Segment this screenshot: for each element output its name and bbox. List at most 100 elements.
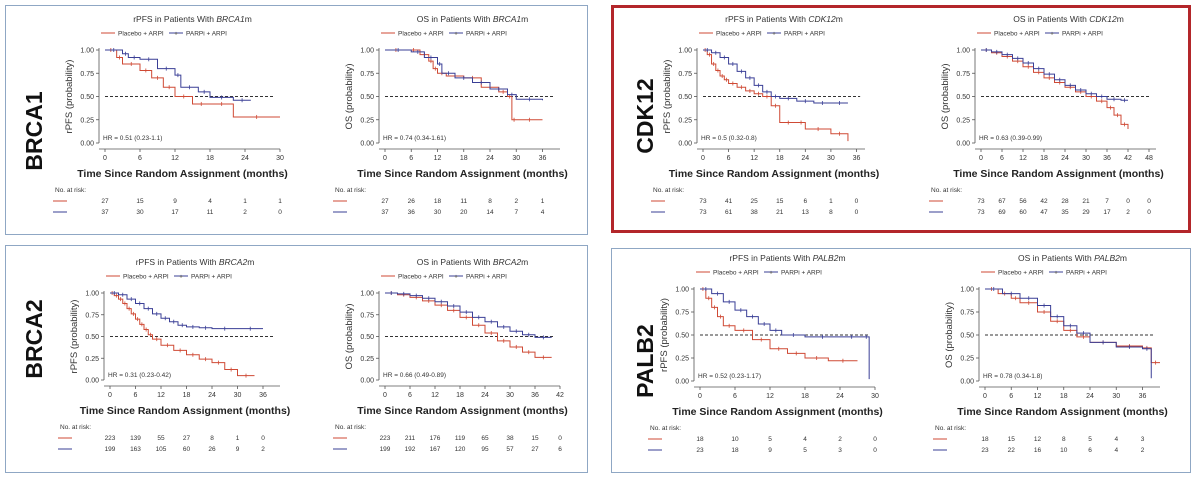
x-tick-label: 30: [871, 393, 879, 400]
y-axis-label: rPFS (probability): [69, 300, 80, 374]
x-tick-label: 6: [408, 392, 412, 399]
km-curve-parpi: [385, 49, 543, 101]
x-tick-label: 30: [512, 155, 520, 162]
legend-label-placebo: Placebo + ARPI: [398, 274, 444, 281]
risk-value-parpi: 6: [1088, 447, 1092, 454]
y-tick-label: 0.50: [360, 334, 374, 341]
x-tick-label: 0: [103, 155, 107, 162]
risk-value-parpi: 4: [1114, 447, 1118, 454]
risk-value-parpi: 199: [105, 446, 116, 453]
y-tick-label: 0.75: [675, 310, 689, 317]
chart-title: OS in Patients With CDK12m: [1013, 14, 1124, 24]
risk-value-placebo: 65: [481, 435, 489, 442]
legend-label-parpi: PARPi + ARPI: [191, 274, 232, 281]
x-tick-label: 0: [383, 155, 387, 162]
risk-value-placebo: 1: [278, 198, 282, 205]
legend-marker-parpi: +: [454, 274, 458, 281]
y-tick-label: 0.75: [956, 71, 970, 78]
x-axis-label: Time Since Random Assignment (months): [953, 168, 1164, 180]
risk-value-parpi: 73: [699, 209, 707, 216]
risk-value-parpi: 20: [460, 209, 468, 216]
chart-title: OS in Patients With BRCA1m: [417, 14, 529, 24]
risk-value-placebo: 12: [1034, 436, 1042, 443]
risk-value-placebo: 15: [1008, 436, 1016, 443]
y-tick-label: 0.50: [678, 94, 692, 101]
legend-label-placebo: Placebo + ARPI: [118, 31, 164, 38]
hazard-ratio-text: HR = 0.5 (0.32-0.8): [701, 135, 757, 142]
risk-value-parpi: 30: [434, 209, 442, 216]
x-tick-label: 42: [1124, 155, 1132, 162]
x-tick-label: 12: [750, 155, 758, 162]
risk-value-parpi: 60: [1019, 209, 1027, 216]
x-tick-label: 12: [766, 393, 774, 400]
risk-value-placebo: 7: [1105, 198, 1109, 205]
risk-value-parpi: 30: [136, 209, 144, 216]
km-curve-parpi: [985, 288, 1152, 379]
risk-value-placebo: 3: [1141, 436, 1145, 443]
chart-title: rPFS in Patients With CDK12m: [725, 14, 843, 24]
x-tick-label: 6: [134, 392, 138, 399]
legend-label-parpi: PARPi + ARPI: [781, 270, 822, 277]
risk-value-parpi: 17: [1103, 209, 1111, 216]
legend-marker-parpi: +: [174, 31, 178, 38]
risk-value-parpi: 18: [731, 447, 739, 454]
risk-value-placebo: 67: [998, 198, 1006, 205]
y-tick-label: 0.50: [956, 94, 970, 101]
y-tick-label: 0.25: [360, 356, 374, 363]
x-tick-label: 30: [234, 392, 242, 399]
risk-value-parpi: 167: [430, 446, 441, 453]
risk-value-placebo: 73: [699, 198, 707, 205]
y-tick-label: 0.25: [80, 117, 94, 124]
risk-value-placebo: 2: [514, 198, 518, 205]
x-tick-label: 6: [727, 155, 731, 162]
y-axis-label: OS (probability): [944, 302, 955, 368]
panel-cdk12: [611, 5, 1191, 233]
legend-label-parpi: PARPi + ARPI: [466, 31, 507, 38]
chart-title: rPFS in Patients With BRCA1m: [133, 14, 252, 24]
x-axis-label: Time Since Random Assignment (months): [957, 406, 1168, 418]
risk-value-parpi: 2: [261, 446, 265, 453]
km-curve-parpi: [703, 49, 848, 104]
risk-value-placebo: 0: [1126, 198, 1130, 205]
risk-value-placebo: 0: [873, 436, 877, 443]
risk-value-placebo: 15: [136, 198, 144, 205]
risk-value-placebo: 27: [183, 435, 191, 442]
hazard-ratio-text: HR = 0.63 (0.39-0.99): [979, 135, 1042, 142]
y-tick-label: 0.00: [80, 141, 94, 148]
x-axis-label: Time Since Random Assignment (months): [669, 168, 880, 180]
risk-value-placebo: 5: [1088, 436, 1092, 443]
hazard-ratio-text: HR = 0.52 (0.23-1.17): [698, 373, 761, 380]
y-tick-label: 0.00: [678, 141, 692, 148]
chart-title: OS in Patients With BRCA2m: [417, 257, 529, 267]
x-tick-label: 36: [1103, 155, 1111, 162]
risk-value-parpi: 4: [541, 209, 545, 216]
risk-value-parpi: 2: [1126, 209, 1130, 216]
x-tick-label: 18: [801, 393, 809, 400]
risk-value-placebo: 25: [751, 198, 759, 205]
risk-value-placebo: 1: [829, 198, 833, 205]
x-tick-label: 18: [183, 392, 191, 399]
risk-value-parpi: 7: [514, 209, 518, 216]
risk-value-parpi: 0: [278, 209, 282, 216]
y-tick-label: 0.25: [360, 117, 374, 124]
x-tick-label: 18: [456, 392, 464, 399]
x-tick-label: 30: [1112, 393, 1120, 400]
legend-label-placebo: Placebo + ARPI: [716, 31, 762, 38]
legend-label-parpi: PARPi + ARPI: [466, 274, 507, 281]
km-curve-parpi: [700, 288, 870, 380]
risk-value-placebo: 223: [105, 435, 116, 442]
risk-value-placebo: 27: [101, 198, 109, 205]
x-tick-label: 42: [556, 392, 564, 399]
risk-table-label: No. at risk:: [650, 425, 681, 432]
y-tick-label: 1.00: [360, 291, 374, 298]
x-tick-label: 12: [171, 155, 179, 162]
x-tick-label: 6: [409, 155, 413, 162]
risk-value-parpi: 57: [506, 446, 514, 453]
x-axis-label: Time Since Random Assignment (months): [80, 405, 291, 417]
risk-value-parpi: 9: [768, 447, 772, 454]
risk-value-placebo: 4: [208, 198, 212, 205]
y-tick-label: 1.00: [675, 287, 689, 294]
y-tick-label: 0.50: [80, 94, 94, 101]
